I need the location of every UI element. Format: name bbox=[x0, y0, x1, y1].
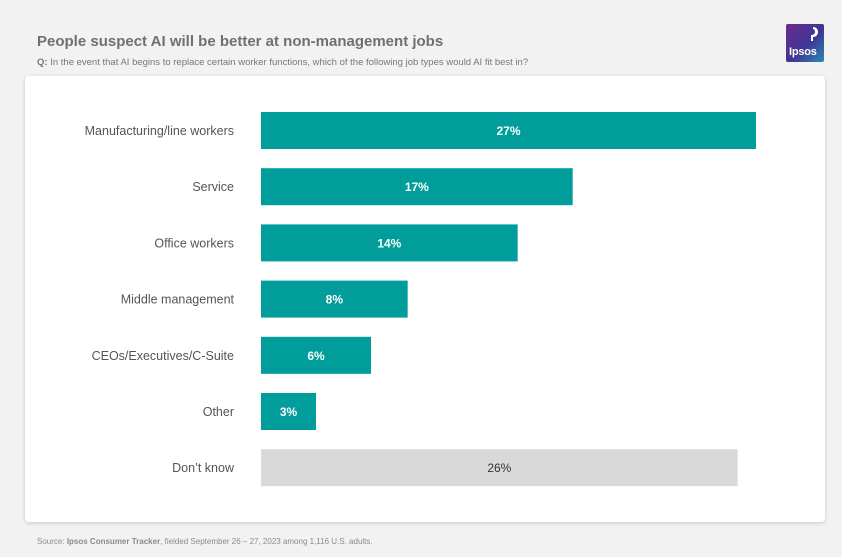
category-label: Don’t know bbox=[172, 461, 235, 475]
logo-text: Ipsos bbox=[789, 46, 817, 58]
source-prefix: Source: bbox=[37, 537, 65, 546]
data-label: 14% bbox=[377, 236, 401, 250]
chart-card: Manufacturing/line workers 27% Service 17% O… bbox=[25, 76, 825, 522]
data-label: 17% bbox=[405, 180, 429, 194]
category-label: Middle management bbox=[121, 293, 235, 307]
bar bbox=[261, 336, 371, 374]
data-label: 8% bbox=[326, 293, 344, 307]
source-details: , fielded September 26 – 27, 2023 among … bbox=[160, 537, 373, 546]
data-label: 27% bbox=[496, 124, 520, 138]
bar bbox=[261, 224, 518, 262]
data-label: 26% bbox=[487, 461, 511, 475]
ipsos-logo: Ipsos bbox=[786, 24, 824, 62]
question-text: Q: In the event that AI begins to replac… bbox=[37, 57, 528, 68]
category-label: Manufacturing/line workers bbox=[85, 124, 234, 138]
data-label: 3% bbox=[280, 405, 298, 419]
data-label: 6% bbox=[307, 349, 325, 363]
question-body: In the event that AI begins to replace c… bbox=[50, 57, 529, 68]
bar bbox=[261, 393, 316, 430]
source-note: Source: Ipsos Consumer Tracker, fielded … bbox=[37, 537, 373, 546]
category-label: Office workers bbox=[154, 236, 234, 250]
source-name: Ipsos Consumer Tracker bbox=[66, 537, 161, 546]
question-prefix: Q: bbox=[37, 57, 48, 68]
bar bbox=[261, 112, 756, 149]
bar bbox=[261, 280, 408, 318]
bar bbox=[261, 449, 738, 487]
bar bbox=[261, 168, 573, 206]
ipsos-logo-icon bbox=[811, 27, 818, 41]
category-label: Other bbox=[203, 405, 234, 419]
category-label: Service bbox=[192, 180, 234, 194]
chart-title: People suspect AI will be better at non-… bbox=[37, 33, 444, 50]
bar-chart: Manufacturing/line workers 27% Service 17% O… bbox=[85, 112, 756, 487]
category-label: CEOs/Executives/C-Suite bbox=[92, 349, 234, 363]
